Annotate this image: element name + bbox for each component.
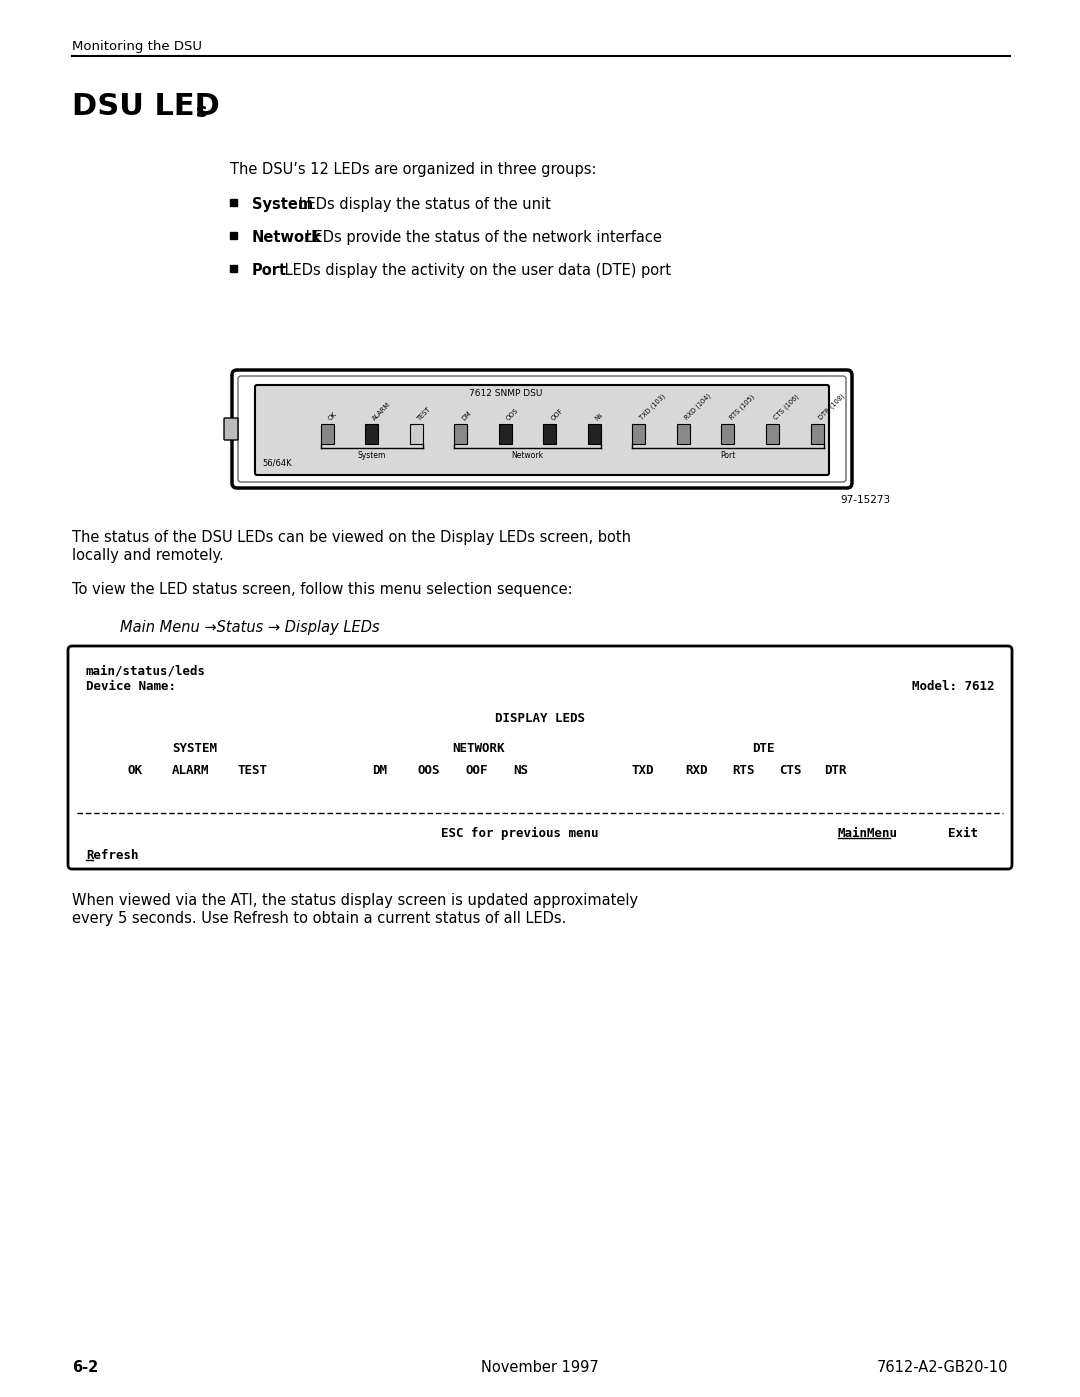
FancyBboxPatch shape <box>255 386 829 475</box>
Text: System: System <box>252 197 313 212</box>
Text: DTR: DTR <box>824 764 847 777</box>
Text: OOS: OOS <box>417 764 440 777</box>
Bar <box>454 425 468 444</box>
Text: SYSTEM: SYSTEM <box>172 742 217 754</box>
Text: When viewed via the ATI, the status display screen is updated approximately: When viewed via the ATI, the status disp… <box>72 893 638 908</box>
Text: RXD (104): RXD (104) <box>684 393 712 422</box>
Bar <box>409 425 422 444</box>
Text: TXD: TXD <box>632 764 654 777</box>
Text: CTS: CTS <box>779 764 801 777</box>
Text: Port: Port <box>252 263 287 278</box>
Bar <box>365 425 378 444</box>
Text: Main Menu →Status → Display LEDs: Main Menu →Status → Display LEDs <box>120 620 380 636</box>
Text: The DSU’s 12 LEDs are organized in three groups:: The DSU’s 12 LEDs are organized in three… <box>230 162 596 177</box>
Text: Monitoring the DSU: Monitoring the DSU <box>72 41 202 53</box>
Text: To view the LED status screen, follow this menu selection sequence:: To view the LED status screen, follow th… <box>72 583 572 597</box>
Bar <box>230 198 237 205</box>
Bar <box>543 425 556 444</box>
Text: CTS (106): CTS (106) <box>772 394 800 422</box>
Text: RXD: RXD <box>685 764 707 777</box>
FancyBboxPatch shape <box>68 645 1012 869</box>
Text: Device Name:: Device Name: <box>86 680 176 693</box>
Text: TEST: TEST <box>237 764 267 777</box>
Text: s: s <box>195 102 207 122</box>
Text: OOS: OOS <box>505 407 519 422</box>
Text: Network: Network <box>252 231 322 244</box>
Text: November 1997: November 1997 <box>481 1361 599 1375</box>
Text: DSU LED: DSU LED <box>72 92 220 122</box>
Text: DTE: DTE <box>752 742 774 754</box>
Text: ESC for previous menu: ESC for previous menu <box>442 827 598 840</box>
Text: 7612 SNMP DSU: 7612 SNMP DSU <box>469 388 542 398</box>
Bar <box>810 425 824 444</box>
Text: 6-2: 6-2 <box>72 1361 98 1375</box>
Text: LEDs display the activity on the user data (DTE) port: LEDs display the activity on the user da… <box>280 263 671 278</box>
Text: NS: NS <box>513 764 528 777</box>
Bar <box>321 425 334 444</box>
FancyBboxPatch shape <box>224 418 238 440</box>
Text: The status of the DSU LEDs can be viewed on the Display LEDs screen, both: The status of the DSU LEDs can be viewed… <box>72 529 631 545</box>
Text: DM: DM <box>372 764 387 777</box>
Text: locally and remotely.: locally and remotely. <box>72 548 224 563</box>
Bar <box>766 425 779 444</box>
Text: main/status/leds: main/status/leds <box>86 664 206 678</box>
Text: RTS (105): RTS (105) <box>728 394 755 422</box>
Text: OK: OK <box>127 764 141 777</box>
Text: MainMenu: MainMenu <box>838 827 897 840</box>
Bar <box>677 425 690 444</box>
Text: DTR (108): DTR (108) <box>816 393 846 422</box>
Text: OK: OK <box>327 411 338 422</box>
Text: 7612-A2-GB20-10: 7612-A2-GB20-10 <box>877 1361 1008 1375</box>
Text: OOF: OOF <box>550 407 564 422</box>
Text: Ns: Ns <box>594 411 605 422</box>
Text: 56/64K: 56/64K <box>262 460 292 468</box>
Bar <box>588 425 600 444</box>
Text: Port: Port <box>720 451 735 460</box>
Text: every 5 seconds. Use Refresh to obtain a current status of all LEDs.: every 5 seconds. Use Refresh to obtain a… <box>72 911 566 926</box>
Text: System: System <box>357 451 386 460</box>
Text: LEDs display the status of the unit: LEDs display the status of the unit <box>294 197 551 212</box>
Bar <box>230 265 237 272</box>
Bar <box>721 425 734 444</box>
Text: DISPLAY LEDS: DISPLAY LEDS <box>495 712 585 725</box>
Text: DM: DM <box>461 409 472 422</box>
Text: Exit: Exit <box>948 827 978 840</box>
Text: ALARM: ALARM <box>372 401 392 422</box>
Bar <box>499 425 512 444</box>
Text: ALARM: ALARM <box>172 764 210 777</box>
Text: TXD (103): TXD (103) <box>638 393 667 422</box>
Text: NETWORK: NETWORK <box>453 742 504 754</box>
Text: Model: 7612: Model: 7612 <box>912 680 994 693</box>
Text: Network: Network <box>512 451 543 460</box>
Text: TEST: TEST <box>416 405 432 422</box>
FancyBboxPatch shape <box>238 376 846 482</box>
Text: RTS: RTS <box>732 764 755 777</box>
Text: 97-15273: 97-15273 <box>840 495 890 504</box>
Text: Refresh: Refresh <box>86 849 138 862</box>
Text: LEDs provide the status of the network interface: LEDs provide the status of the network i… <box>301 231 662 244</box>
FancyBboxPatch shape <box>232 370 852 488</box>
Bar <box>230 232 237 239</box>
Text: OOF: OOF <box>465 764 487 777</box>
Bar <box>632 425 646 444</box>
